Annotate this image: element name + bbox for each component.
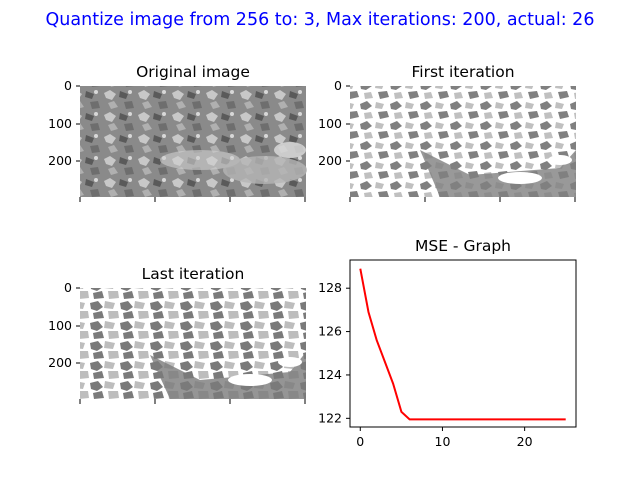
mse-xtick-label: 0 xyxy=(356,434,364,449)
last-ytick-0: 0 xyxy=(64,280,72,295)
panel-first-iteration: First iteration 0 100 200 xyxy=(318,63,576,202)
original-image xyxy=(80,86,307,197)
first-ytick-0: 0 xyxy=(334,78,342,93)
first-iteration-image xyxy=(350,86,576,197)
mse-ytick-label: 122 xyxy=(318,410,342,425)
original-ytick-0: 0 xyxy=(64,78,72,93)
last-ytick-100: 100 xyxy=(48,318,72,333)
first-iteration-title: First iteration xyxy=(411,63,514,81)
mse-ytick-label: 124 xyxy=(318,367,342,382)
mse-xtick-label: 10 xyxy=(435,434,451,449)
last-iteration-image xyxy=(80,288,306,399)
mse-ytick-label: 126 xyxy=(318,324,342,339)
panel-original-image: Original image 0 100 200 xyxy=(48,63,307,202)
last-ytick-200: 200 xyxy=(48,355,72,370)
mse-graph-frame xyxy=(349,259,577,428)
last-iteration-title: Last iteration xyxy=(142,265,245,283)
original-ytick-100: 100 xyxy=(48,116,72,131)
original-ytick-200: 200 xyxy=(48,153,72,168)
mse-ytick-label: 128 xyxy=(318,280,342,295)
mse-graph-panel: MSE - Graph 0 10 20 122 124 126 128 xyxy=(318,237,577,449)
mse-graph-title: MSE - Graph xyxy=(415,237,511,255)
original-image-title: Original image xyxy=(136,63,250,81)
figure-title: Quantize image from 256 to: 3, Max itera… xyxy=(46,10,595,30)
first-ytick-200: 200 xyxy=(318,153,342,168)
first-ytick-100: 100 xyxy=(318,116,342,131)
panel-last-iteration: Last iteration 0 100 200 xyxy=(48,265,306,404)
mse-xtick-label: 20 xyxy=(517,434,533,449)
mse-series-line xyxy=(359,268,566,421)
mse-axis-ticks: 0 10 20 122 124 126 128 xyxy=(318,280,532,449)
